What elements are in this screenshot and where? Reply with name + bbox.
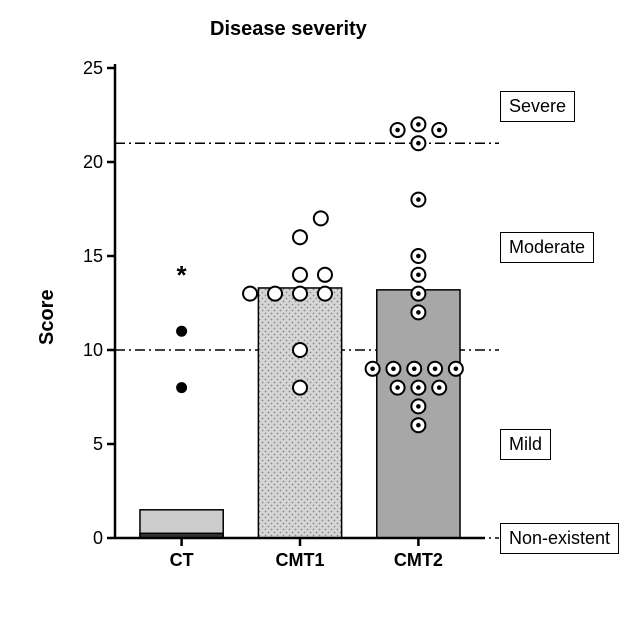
significance-star: * — [177, 260, 188, 290]
chart-stage: Disease severity Score * 0510152025 CTCM… — [0, 0, 636, 633]
x-tick-ct: CT — [132, 550, 232, 571]
severity-label-non-existent: Non-existent — [500, 523, 619, 554]
y-tick-5: 5 — [67, 434, 103, 455]
y-tick-0: 0 — [67, 528, 103, 549]
severity-label-moderate: Moderate — [500, 232, 594, 263]
severity-label-severe: Severe — [500, 91, 575, 122]
y-tick-10: 10 — [67, 340, 103, 361]
y-tick-25: 25 — [67, 58, 103, 79]
severity-label-mild: Mild — [500, 429, 551, 460]
y-tick-20: 20 — [67, 152, 103, 173]
x-tick-cmt2: CMT2 — [368, 550, 468, 571]
bar-cmt1 — [258, 288, 341, 538]
y-tick-15: 15 — [67, 246, 103, 267]
x-tick-cmt1: CMT1 — [250, 550, 350, 571]
